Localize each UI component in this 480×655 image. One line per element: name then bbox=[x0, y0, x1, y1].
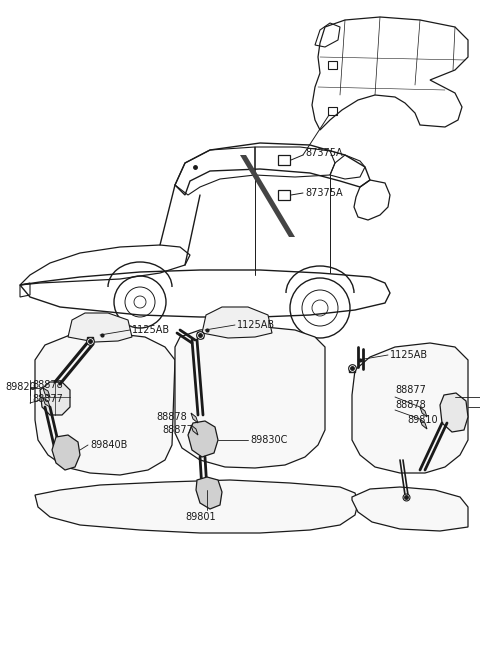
Polygon shape bbox=[52, 435, 80, 470]
Text: 88878: 88878 bbox=[32, 380, 63, 390]
Polygon shape bbox=[175, 327, 325, 468]
Text: 88878: 88878 bbox=[395, 400, 426, 410]
Polygon shape bbox=[191, 425, 198, 435]
Polygon shape bbox=[35, 333, 175, 475]
Text: 1125AB: 1125AB bbox=[237, 320, 275, 330]
Text: 88877: 88877 bbox=[395, 385, 426, 395]
Polygon shape bbox=[352, 487, 468, 531]
Polygon shape bbox=[202, 307, 272, 338]
Text: 87375A: 87375A bbox=[305, 148, 343, 158]
Text: 89830C: 89830C bbox=[250, 435, 288, 445]
Polygon shape bbox=[191, 413, 198, 423]
Polygon shape bbox=[35, 480, 358, 533]
Text: 88877: 88877 bbox=[32, 394, 63, 404]
Polygon shape bbox=[43, 398, 50, 407]
Text: 88877: 88877 bbox=[162, 425, 193, 435]
Text: 89820: 89820 bbox=[5, 382, 36, 392]
Text: 89840B: 89840B bbox=[90, 440, 127, 450]
Polygon shape bbox=[440, 393, 468, 432]
Polygon shape bbox=[188, 421, 218, 457]
Polygon shape bbox=[352, 343, 468, 473]
Text: 89810: 89810 bbox=[408, 415, 438, 425]
Text: 1125AB: 1125AB bbox=[390, 350, 428, 360]
Polygon shape bbox=[420, 407, 427, 417]
Text: 87375A: 87375A bbox=[305, 188, 343, 198]
Polygon shape bbox=[40, 382, 70, 415]
Text: 88878: 88878 bbox=[156, 412, 187, 422]
Polygon shape bbox=[240, 155, 295, 237]
Polygon shape bbox=[43, 388, 50, 397]
Polygon shape bbox=[68, 313, 132, 342]
Text: 89801: 89801 bbox=[185, 512, 216, 522]
Polygon shape bbox=[196, 477, 222, 509]
Polygon shape bbox=[420, 419, 427, 429]
Text: 1125AB: 1125AB bbox=[132, 325, 170, 335]
